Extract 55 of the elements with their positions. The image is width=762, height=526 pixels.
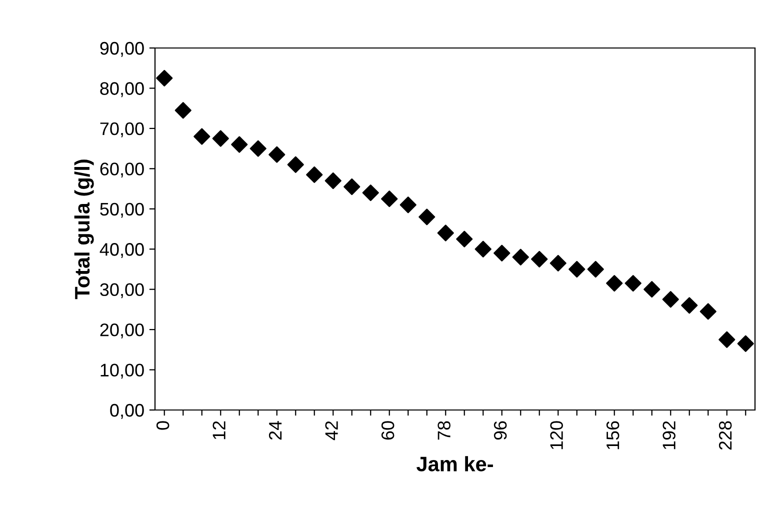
point — [587, 260, 604, 278]
point — [512, 248, 529, 266]
point — [306, 166, 323, 183]
point — [550, 254, 566, 272]
x-tick-label: 192 — [662, 421, 676, 450]
point — [531, 250, 548, 268]
point — [681, 297, 698, 314]
y-tick-label: 70,00 — [100, 122, 144, 138]
point — [418, 208, 436, 226]
y-tick-label: 30,00 — [100, 283, 144, 298]
y-tick-label: 40,00 — [100, 243, 144, 258]
point — [381, 190, 398, 208]
point — [568, 260, 586, 278]
y-tick-label: 20,00 — [100, 323, 144, 338]
point — [212, 130, 229, 147]
point — [231, 136, 248, 153]
y-axis-title: Total gula (g/l) — [74, 160, 94, 300]
point — [324, 172, 342, 190]
point — [344, 178, 360, 196]
point — [474, 240, 492, 258]
y-tick-label: 80,00 — [100, 82, 144, 98]
x-tick-label: 156 — [606, 421, 620, 450]
point — [268, 146, 286, 163]
point — [250, 140, 266, 157]
point — [644, 281, 660, 298]
point — [437, 224, 454, 242]
point — [456, 230, 473, 248]
point — [174, 102, 192, 119]
x-tick-label: 60 — [381, 421, 394, 440]
x-tick-label: 96 — [494, 421, 507, 440]
point — [606, 275, 623, 292]
point — [287, 156, 304, 173]
point — [700, 303, 716, 320]
point — [662, 291, 679, 308]
y-tick-label: 10,00 — [100, 364, 144, 379]
x-tick-label: 78 — [438, 421, 450, 440]
point — [494, 244, 510, 262]
point — [624, 275, 642, 292]
x-tick-label: 12 — [212, 421, 226, 440]
x-tick-label: 0 — [156, 421, 170, 430]
y-tick-label: 60,00 — [100, 162, 144, 178]
x-tick-label: 42 — [325, 421, 338, 440]
point — [362, 184, 379, 202]
point — [737, 335, 754, 352]
y-tick-label: 50,00 — [100, 202, 144, 218]
x-axis-title: Jam ke- — [416, 456, 493, 472]
point — [156, 70, 173, 86]
x-tick-label: 24 — [268, 420, 282, 440]
y-tick-label: 90,00 — [100, 42, 144, 57]
x-tick-label: 228 — [718, 421, 732, 450]
point — [400, 196, 416, 214]
point — [718, 331, 736, 348]
point — [194, 128, 210, 145]
x-tick-label: 120 — [550, 421, 563, 450]
y-tick-label: 0,00 — [110, 404, 144, 419]
